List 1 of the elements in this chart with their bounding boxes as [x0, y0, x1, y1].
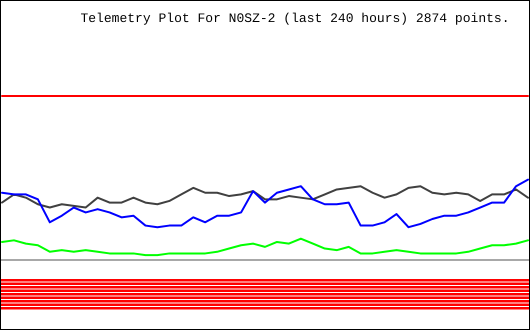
chart-title: Telemetry Plot For N0SZ-2 (last 240 hours) 2874 points.	[80, 11, 510, 26]
